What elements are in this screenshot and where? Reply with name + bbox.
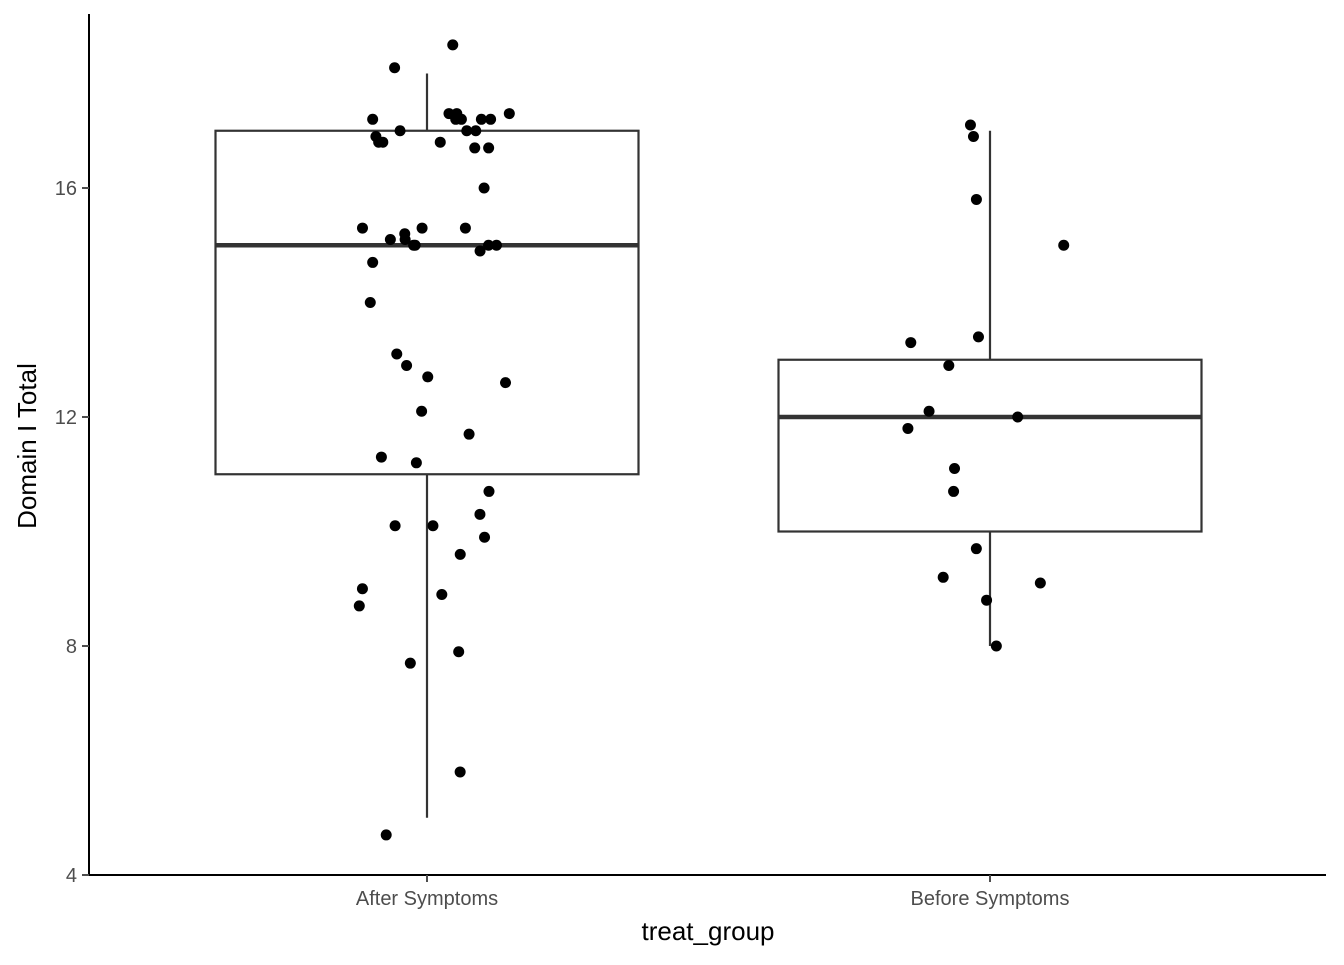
data-point xyxy=(469,142,481,154)
data-point xyxy=(453,646,465,658)
data-point xyxy=(503,108,515,120)
data-point xyxy=(401,359,413,371)
data-point xyxy=(391,348,403,360)
data-point xyxy=(416,405,428,417)
data-point xyxy=(454,766,466,778)
data-point xyxy=(483,485,495,497)
y-tick-label: 16 xyxy=(55,178,77,200)
data-point xyxy=(943,359,955,371)
points-layer xyxy=(353,39,1070,841)
data-point xyxy=(367,113,379,125)
data-point xyxy=(410,457,422,469)
data-point xyxy=(474,508,486,520)
data-point xyxy=(474,245,486,257)
data-point xyxy=(948,485,960,497)
data-point xyxy=(427,520,439,532)
data-point xyxy=(356,222,368,234)
data-point xyxy=(353,600,365,612)
ticks-layer: 4 8 12 16 After Symptoms Before Symptoms xyxy=(55,178,1070,910)
data-point xyxy=(389,520,401,532)
data-point xyxy=(485,113,497,125)
data-point xyxy=(373,136,385,148)
data-point xyxy=(447,39,459,51)
data-point xyxy=(475,113,487,125)
data-point xyxy=(483,142,495,154)
box-iqr xyxy=(777,358,1203,533)
data-point xyxy=(470,125,482,137)
data-point xyxy=(1012,411,1024,423)
data-point xyxy=(461,125,473,137)
y-axis-title: Domain I Total xyxy=(12,363,42,529)
data-point xyxy=(902,422,914,434)
data-point xyxy=(375,451,387,463)
data-point xyxy=(409,239,421,251)
data-point xyxy=(422,371,434,383)
data-point xyxy=(923,405,935,417)
x-tick-label: After Symptoms xyxy=(356,888,498,910)
boxes-layer xyxy=(214,73,1203,818)
y-tick-label: 12 xyxy=(55,407,77,429)
x-axis-title: treat_group xyxy=(642,916,775,946)
data-point xyxy=(384,234,396,246)
x-tick-label: Before Symptoms xyxy=(911,888,1070,910)
data-point xyxy=(380,829,392,841)
data-point xyxy=(981,594,993,606)
data-point xyxy=(972,331,984,343)
y-tick-label: 4 xyxy=(66,865,77,887)
data-point xyxy=(937,571,949,583)
data-point xyxy=(389,62,401,74)
data-point xyxy=(463,428,475,440)
data-point xyxy=(970,543,982,555)
box-iqr xyxy=(214,129,640,476)
data-point xyxy=(356,583,368,595)
data-point xyxy=(394,125,406,137)
data-point xyxy=(454,548,466,560)
data-point xyxy=(500,377,512,389)
data-point xyxy=(479,531,491,543)
data-point xyxy=(1058,239,1070,251)
data-point xyxy=(434,136,446,148)
data-point xyxy=(455,113,467,125)
data-point xyxy=(436,588,448,600)
data-point xyxy=(1034,577,1046,589)
axes-layer xyxy=(88,14,1326,876)
data-point xyxy=(478,182,490,194)
data-point xyxy=(990,640,1002,652)
data-point xyxy=(459,222,471,234)
data-point xyxy=(483,239,495,251)
data-point xyxy=(905,337,917,349)
data-point xyxy=(964,119,976,131)
data-point xyxy=(404,657,416,669)
data-point xyxy=(967,130,979,142)
data-point xyxy=(416,222,428,234)
data-point xyxy=(399,234,411,246)
data-point xyxy=(491,239,503,251)
data-point xyxy=(970,193,982,205)
data-point xyxy=(367,256,379,268)
y-tick-label: 8 xyxy=(66,636,77,658)
data-point xyxy=(949,463,961,475)
data-point xyxy=(364,297,376,308)
